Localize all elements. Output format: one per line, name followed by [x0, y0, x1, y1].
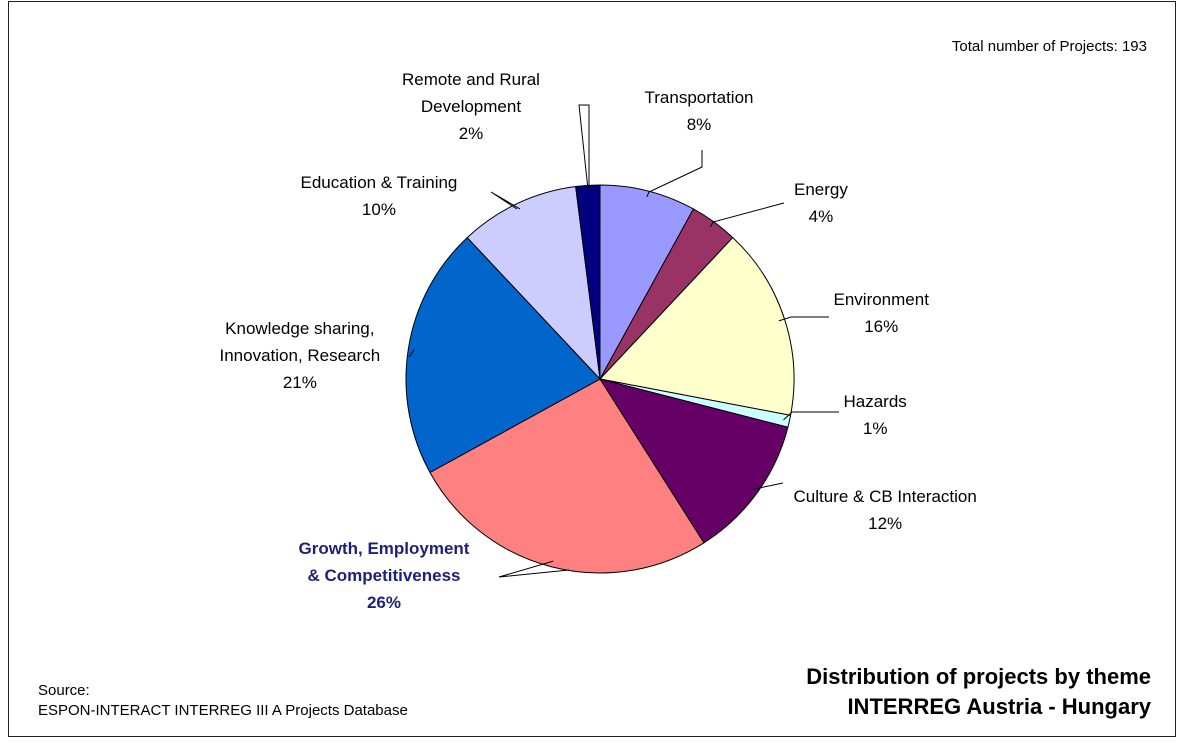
pie-chart	[405, 104, 839, 578]
chart-title: Distribution of projects by theme	[806, 664, 1151, 689]
slice-label-7: Knowledge sharing, Innovation, Research 21…	[220, 315, 381, 396]
slice-label-line: Remote and Rural	[402, 70, 540, 89]
source-note: Source: ESPON-INTERACT INTERREG III A Pr…	[38, 681, 408, 721]
leader-line-7	[408, 349, 415, 358]
slice-label-line: Knowledge sharing,	[225, 319, 375, 338]
leader-line-9	[578, 104, 590, 192]
leader-line-5	[751, 482, 784, 490]
slice-percent: 16%	[864, 317, 899, 336]
leader-line-6	[498, 560, 570, 578]
slice-label-line: Education & Training	[300, 173, 458, 192]
source-label: Source:	[38, 682, 90, 699]
pie-slice-7	[405, 236, 601, 474]
chart-frame: Total number of Projects: 193 Transporta…	[8, 1, 1176, 737]
pie-slice-1	[599, 184, 695, 380]
slice-label-line: Environment	[833, 290, 929, 309]
slice-label-line: Transportation	[644, 88, 754, 107]
pie-slice-8	[466, 185, 601, 381]
leader-line-1	[646, 150, 703, 198]
slice-label-line: & Competitiveness	[307, 566, 461, 585]
leader-line-4	[783, 411, 839, 421]
slice-percent: 26%	[366, 593, 401, 612]
slice-percent: 1%	[862, 419, 888, 438]
slice-label-line: Hazards	[843, 392, 907, 411]
slice-label-1: Transportation 8%	[645, 84, 754, 138]
slice-percent: 2%	[458, 124, 484, 143]
total-projects: Total number of Projects: 193	[951, 38, 1147, 55]
chart-title-block: Distribution of projects by theme INTERR…	[806, 662, 1151, 722]
slice-label-line: Innovation, Research	[219, 346, 381, 365]
pie-slice-5	[598, 378, 789, 544]
leader-line-8	[490, 191, 521, 210]
slice-label-line: Development	[420, 97, 522, 116]
slice-label-8: Education & Training 10%	[301, 169, 458, 223]
source-text: ESPON-INTERACT INTERREG III A Projects D…	[38, 702, 408, 719]
slice-percent: 10%	[361, 200, 396, 219]
slice-label-3: Environment 16%	[834, 286, 929, 340]
slice-percent: 21%	[282, 373, 317, 392]
slice-percent: 4%	[808, 207, 834, 226]
leader-line-3	[778, 316, 829, 322]
slice-percent: 12%	[868, 514, 903, 533]
slice-label-line: Energy	[794, 180, 848, 199]
slice-label-6: Growth, Employment & Competitiveness 26%	[299, 535, 470, 616]
leader-line-2	[710, 202, 785, 228]
slice-label-9: Remote and Rural Development 2%	[402, 66, 540, 147]
slice-label-5: Culture & CB Interaction 12%	[794, 483, 977, 537]
slice-label-line: Growth, Employment	[298, 539, 470, 558]
slice-label-2: Energy 4%	[794, 176, 848, 230]
slice-label-line: Culture & CB Interaction	[793, 487, 977, 506]
chart-subtitle: INTERREG Austria - Hungary	[847, 694, 1151, 719]
slice-percent: 8%	[686, 115, 712, 134]
pie-slice-6	[429, 378, 705, 574]
slice-label-4: Hazards 1%	[844, 388, 907, 442]
